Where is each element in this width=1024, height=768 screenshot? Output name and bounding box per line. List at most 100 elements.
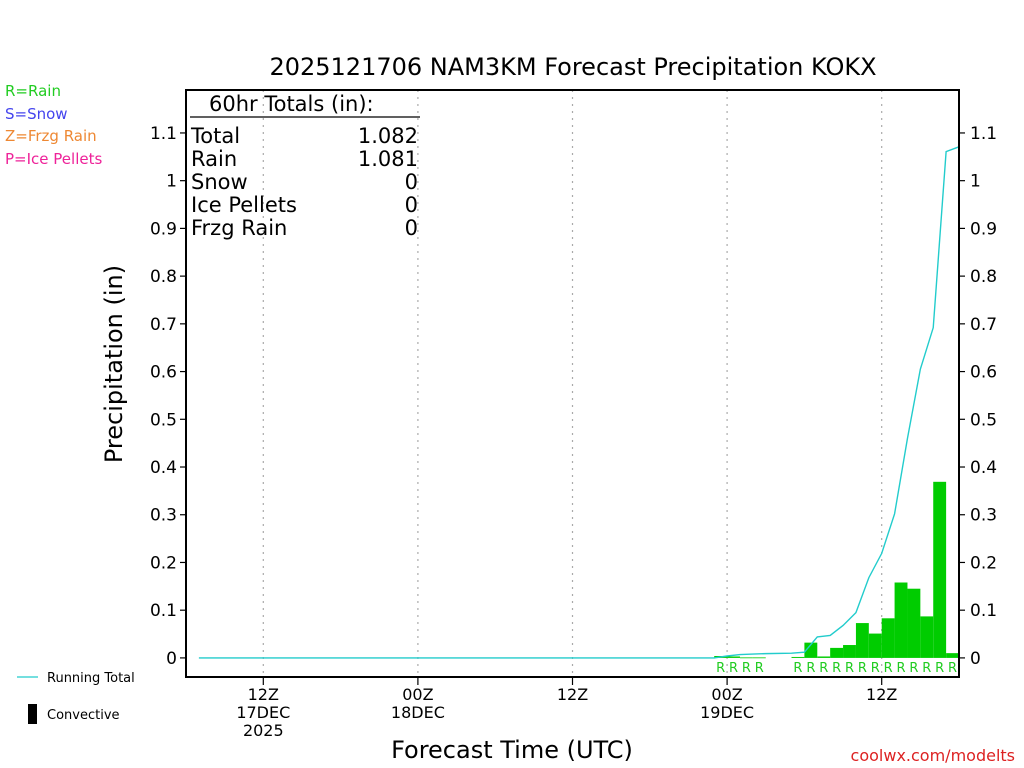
y-axis-ticks: 0 00.1 0.10.2 0.20.3 0.30.4 0.40.5 0.50.6 0.60.… [150,124,997,669]
precip-bar-11 [881,618,895,658]
y-tick-label-left-2: 0.2 [150,553,177,573]
y-tick-label-right-2: 0.2 [970,553,997,573]
x-tick-label-0-0: 12Z [248,685,279,704]
y-tick-label-left-9: 0.9 [150,219,177,239]
totals-value-1: 1.081 [358,147,418,171]
x-tick-label-0-1: 17DEC [236,703,290,722]
y-tick-label-right-6: 0.6 [970,363,997,383]
totals-value-3: 0 [405,193,418,217]
y-tick-label-right-11: 1.1 [970,124,997,144]
y-tick-label-left-8: 0.8 [150,267,177,287]
precip-type-marker-5: R [806,661,815,676]
legend-ice-pellets: P=Ice Pellets [5,150,102,168]
running-total-line [198,146,960,659]
totals-label-1: Rain [191,147,237,171]
x-tick-label-4-0: 12Z [866,685,897,704]
type-legend: R=Rain S=Snow Z=Frzg Rain P=Ice Pellets [5,82,102,168]
y-tick-label-right-1: 0.1 [970,601,997,621]
totals-label-4: Frzg Rain [191,216,287,240]
precip-bar-1 [727,656,740,658]
precip-bar-7 [830,647,844,658]
y-tick-label-right-9: 0.9 [970,219,997,239]
y-axis-label: Precipitation (in) [100,265,128,463]
precip-type-marker-9: R [858,661,867,676]
y-tick-label-left-4: 0.4 [150,458,177,478]
precip-bar-3 [752,657,766,659]
precip-bar-15 [933,481,947,658]
convective-legend-label: Convective [47,708,120,723]
precip-type-marker-16: R [948,661,957,676]
legend-rain: R=Rain [5,82,61,100]
totals-rows: Total 1.082 Rain 1.081 Snow 0 Ice Pellets 0 Frzg… [190,124,418,240]
totals-label-2: Snow [191,170,248,194]
x-tick-label-0-2: 2025 [243,721,284,740]
precip-type-marker-3: R [755,661,764,676]
grid [262,90,883,677]
totals-value-2: 0 [405,170,418,194]
totals-value-4: 0 [405,216,418,240]
precip-bar-12 [894,582,908,658]
x-tick-label-3-1: 19DEC [700,703,754,722]
totals-header: 60hr Totals (in): [209,92,374,116]
precip-type-marker-10: R [871,661,880,676]
totals-label-0: Total [190,124,240,148]
precip-bar-16 [946,653,959,658]
y-tick-label-left-10: 1 [166,172,177,192]
precip-type-marker-7: R [832,661,841,676]
totals-value-0: 1.082 [358,124,418,148]
legend-snow: S=Snow [5,105,68,123]
precip-bar-6 [817,656,831,658]
precip-type-marker-2: R [742,661,751,676]
running-total-legend-label: Running Total [47,671,135,686]
legend-frzg-rain: Z=Frzg Rain [5,127,97,145]
y-tick-label-left-5: 0.5 [150,410,177,430]
x-tick-label-1-0: 00Z [402,685,433,704]
totals-label-3: Ice Pellets [191,193,297,217]
x-tick-label-1-1: 18DEC [391,703,445,722]
precip-type-marker-12: R [897,661,906,676]
precip-bars [714,481,959,659]
y-tick-label-right-0: 0 [970,649,981,669]
y-tick-label-right-5: 0.5 [970,410,997,430]
precip-bar-8 [843,645,856,658]
y-tick-label-left-3: 0.3 [150,506,177,526]
y-tick-label-right-3: 0.3 [970,506,997,526]
series-legend: Running Total Convective [17,671,135,724]
precip-type-marker-11: R [884,661,893,676]
precip-type-marker-14: R [922,661,931,676]
precip-type-marker-13: R [909,661,918,676]
credit-link[interactable]: coolwx.com/modelts [851,746,1015,765]
precip-type-marker-6: R [819,661,828,676]
precip-type-marker-15: R [935,661,944,676]
precip-type-marker-0: R [716,661,725,676]
totals-box: 60hr Totals (in): Total 1.082 Rain 1.081 Sno… [190,92,420,240]
y-tick-label-right-10: 1 [970,172,981,192]
precip-bar-2 [739,657,753,659]
x-axis-label: Forecast Time (UTC) [391,736,633,764]
y-tick-label-right-4: 0.4 [970,458,997,478]
precip-bar-14 [920,616,934,658]
precip-bar-10 [868,633,882,658]
y-tick-label-left-6: 0.6 [150,363,177,383]
precip-bar-13 [907,588,921,658]
y-tick-label-left-1: 0.1 [150,601,177,621]
precip-bar-9 [855,623,869,658]
y-tick-label-right-8: 0.8 [970,267,997,287]
y-tick-label-right-7: 0.7 [970,315,997,335]
precip-bar-4 [791,656,805,658]
y-tick-label-left-0: 0 [166,649,177,669]
precip-type-marker-4: R [793,661,802,676]
x-tick-label-3-0: 00Z [711,685,742,704]
running-total-polyline [198,146,960,659]
precip-type-marker-1: R [729,661,738,676]
y-tick-label-left-11: 1.1 [150,124,177,144]
precip-type-marker-8: R [845,661,854,676]
y-tick-label-left-7: 0.7 [150,315,177,335]
precip-bar-5 [804,642,818,658]
x-tick-label-2-0: 12Z [557,685,588,704]
chart-title: 2025121706 NAM3KM Forecast Precipitation… [269,53,876,81]
convective-legend-swatch [28,704,37,724]
